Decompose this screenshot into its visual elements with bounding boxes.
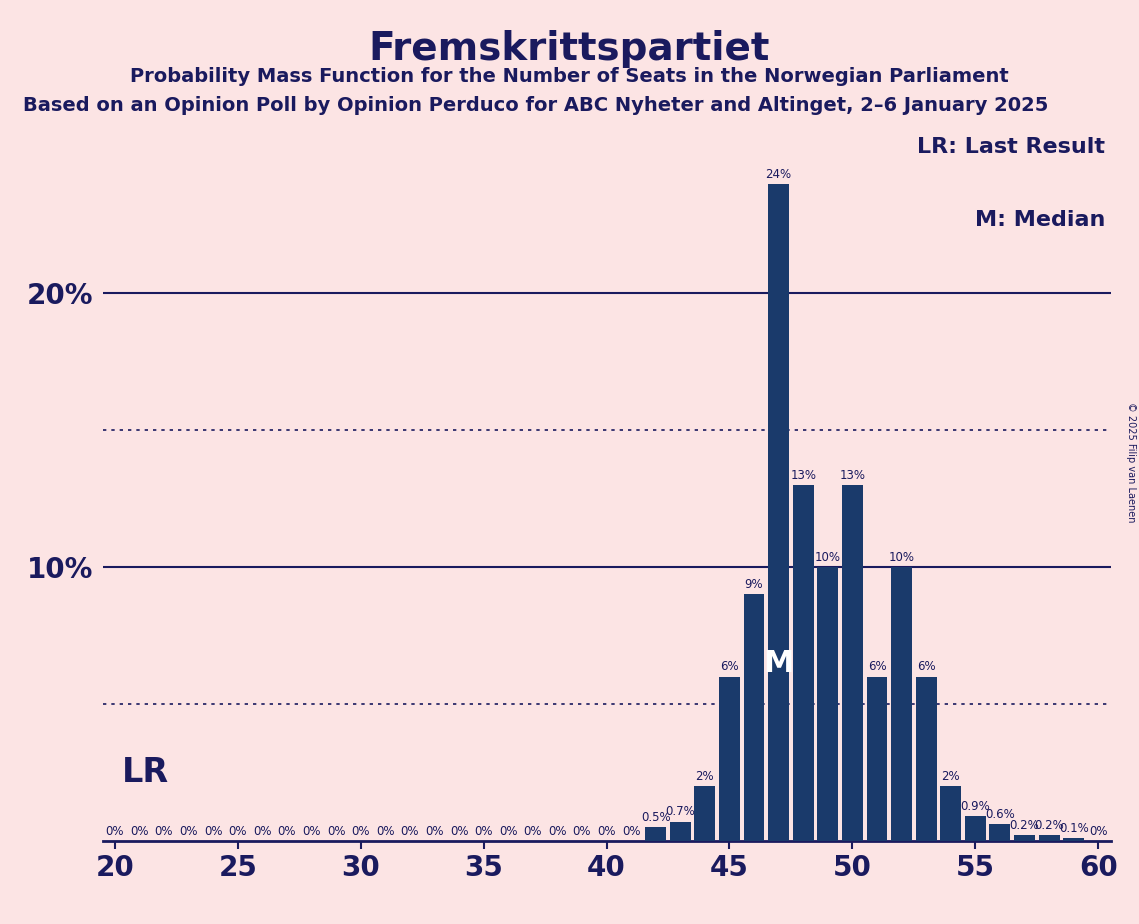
Text: 2%: 2% (696, 770, 714, 783)
Bar (867, 676, 887, 841)
Text: 0%: 0% (401, 824, 419, 837)
Text: 0.7%: 0.7% (665, 806, 695, 819)
Bar (719, 676, 740, 841)
Text: 0%: 0% (106, 824, 124, 837)
Text: 9%: 9% (745, 578, 763, 591)
Text: 6%: 6% (868, 661, 886, 674)
Text: 6%: 6% (917, 661, 935, 674)
Text: 0.6%: 0.6% (985, 808, 1015, 821)
Text: M: Median: M: Median (975, 210, 1106, 230)
Text: M: M (763, 649, 794, 678)
Text: 24%: 24% (765, 167, 792, 181)
Bar (965, 816, 985, 841)
Text: LR: LR (122, 756, 170, 789)
Text: 0%: 0% (622, 824, 640, 837)
Text: 10%: 10% (814, 551, 841, 564)
Bar (1039, 835, 1059, 841)
Text: 0%: 0% (1089, 824, 1107, 837)
Bar (768, 184, 789, 841)
Text: 0%: 0% (376, 824, 394, 837)
Text: 0%: 0% (352, 824, 370, 837)
Text: Fremskrittspartiet: Fremskrittspartiet (369, 30, 770, 67)
Bar (891, 567, 912, 841)
Text: 0%: 0% (155, 824, 173, 837)
Text: 0%: 0% (450, 824, 468, 837)
Text: 0%: 0% (204, 824, 222, 837)
Bar (744, 594, 764, 841)
Bar (941, 786, 961, 841)
Bar (842, 485, 863, 841)
Text: 13%: 13% (790, 468, 817, 481)
Text: 0%: 0% (597, 824, 616, 837)
Text: 0%: 0% (499, 824, 517, 837)
Text: 6%: 6% (720, 661, 739, 674)
Text: 2%: 2% (942, 770, 960, 783)
Bar (1014, 835, 1035, 841)
Text: 0%: 0% (425, 824, 444, 837)
Text: 0%: 0% (548, 824, 566, 837)
Bar (645, 827, 666, 841)
Text: 0%: 0% (253, 824, 271, 837)
Text: 0.2%: 0.2% (1009, 819, 1040, 833)
Text: 0%: 0% (302, 824, 321, 837)
Text: 10%: 10% (888, 551, 915, 564)
Text: Based on an Opinion Poll by Opinion Perduco for ABC Nyheter and Altinget, 2–6 Ja: Based on an Opinion Poll by Opinion Perd… (23, 96, 1048, 116)
Text: 0%: 0% (278, 824, 296, 837)
Bar (670, 821, 690, 841)
Text: 0%: 0% (130, 824, 148, 837)
Text: 13%: 13% (839, 468, 866, 481)
Text: 0%: 0% (327, 824, 345, 837)
Text: 0%: 0% (573, 824, 591, 837)
Text: 0%: 0% (474, 824, 493, 837)
Text: Probability Mass Function for the Number of Seats in the Norwegian Parliament: Probability Mass Function for the Number… (130, 67, 1009, 86)
Bar (793, 485, 813, 841)
Text: 0.5%: 0.5% (641, 811, 671, 824)
Bar (990, 824, 1010, 841)
Bar (916, 676, 936, 841)
Bar (695, 786, 715, 841)
Bar (1063, 838, 1084, 841)
Text: 0%: 0% (179, 824, 198, 837)
Text: 0%: 0% (229, 824, 247, 837)
Text: © 2025 Filip van Laenen: © 2025 Filip van Laenen (1126, 402, 1136, 522)
Text: 0.9%: 0.9% (960, 800, 990, 813)
Text: 0.2%: 0.2% (1034, 819, 1064, 833)
Text: 0.1%: 0.1% (1059, 821, 1089, 834)
Text: 0%: 0% (524, 824, 542, 837)
Text: LR: Last Result: LR: Last Result (918, 138, 1106, 157)
Bar (818, 567, 838, 841)
